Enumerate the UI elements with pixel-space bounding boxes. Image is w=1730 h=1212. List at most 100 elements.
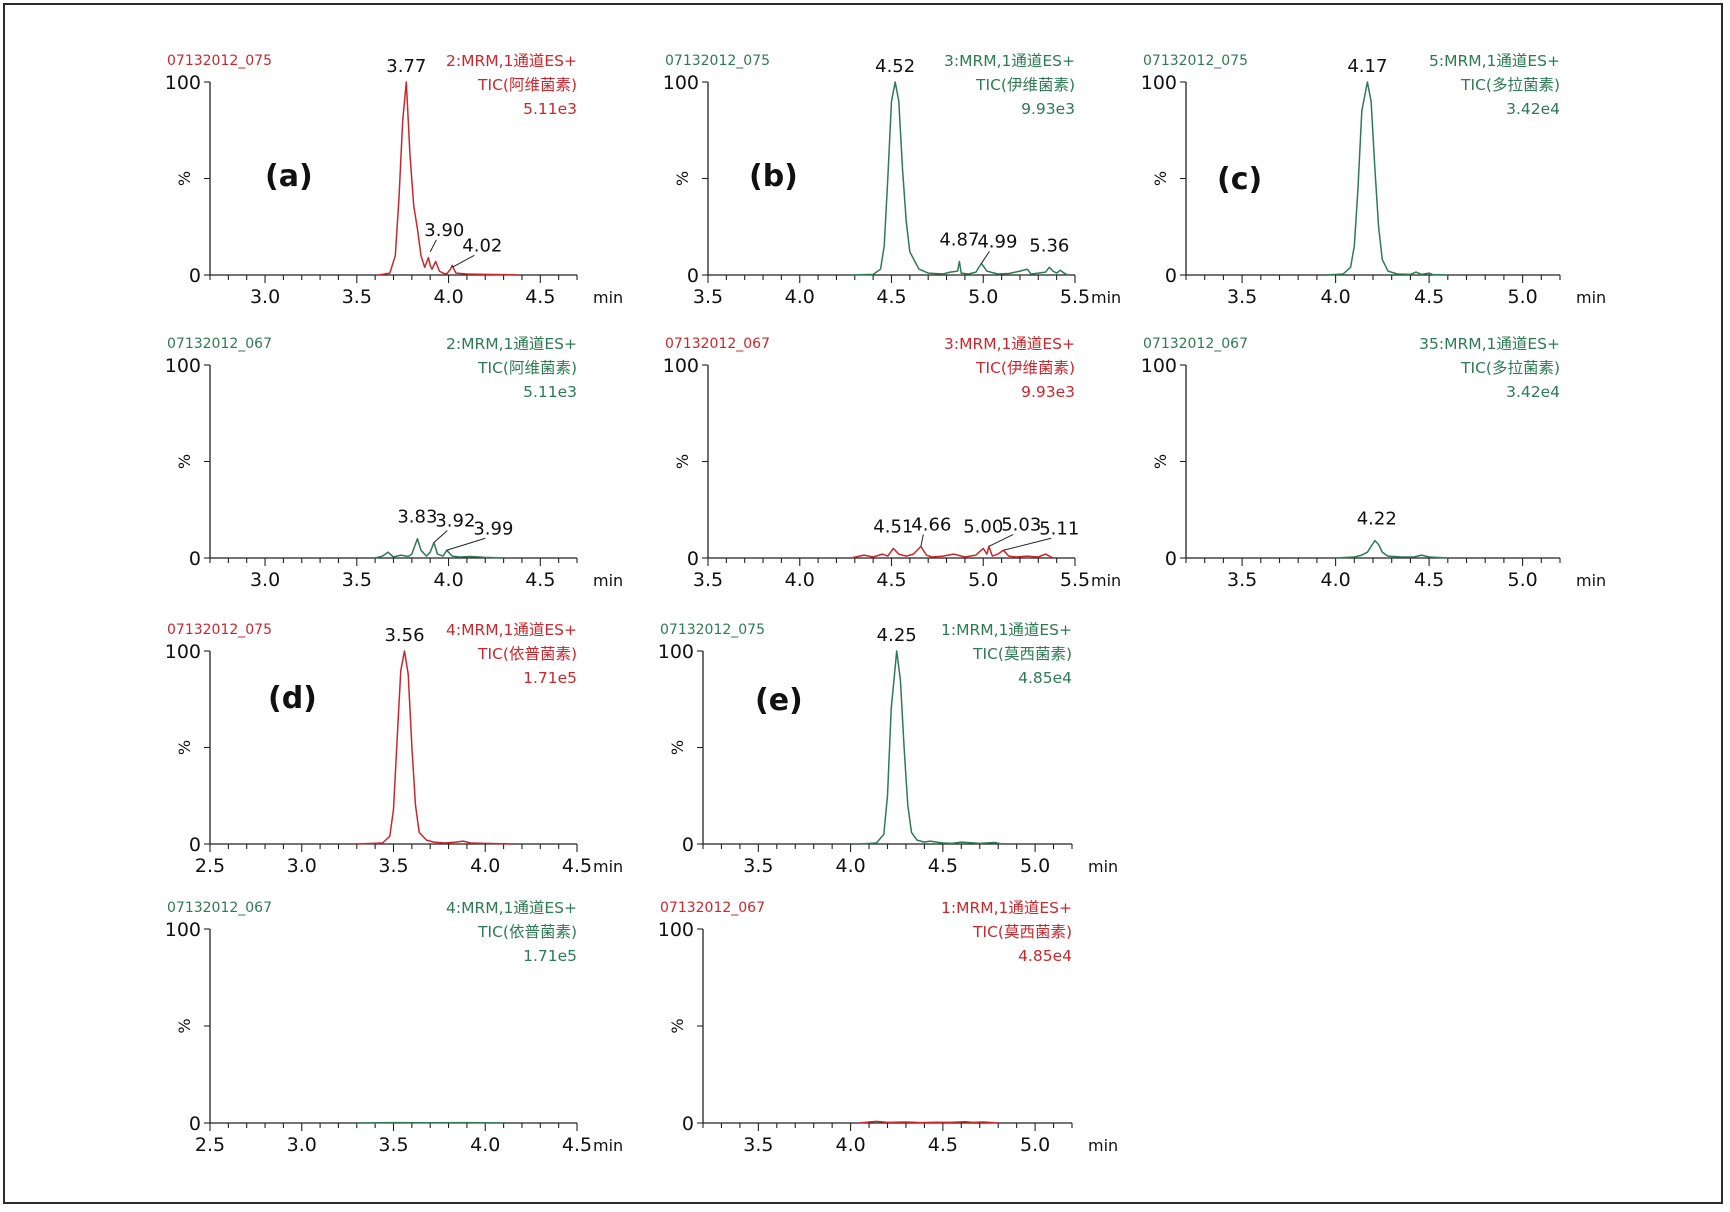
chromatogram-trace <box>850 545 1054 559</box>
compound-label: TIC(多拉菌素) <box>1460 76 1560 94</box>
chart-panel-a-bottom: 0% 100 3.0 3.5 4.0 4.5 min 07132012_067 2:MRM,1通… <box>165 335 623 591</box>
x-tick-label: 4.5 <box>876 569 906 591</box>
x-tick-label: 5.0 <box>1507 286 1537 308</box>
x-tick-label: 3.5 <box>693 286 723 308</box>
y-axis-unit: % <box>175 454 194 469</box>
y-axis-unit: % <box>1151 171 1170 186</box>
compound-label: TIC(莫西菌素) <box>972 923 1072 941</box>
x-tick-label: 2.5 <box>195 1134 225 1156</box>
x-axis-unit: min <box>1088 1136 1118 1155</box>
sample-id-label: 07132012_067 <box>660 900 765 916</box>
y-tick-label: 100 <box>658 919 694 941</box>
y-tick-label: 0 <box>687 548 699 570</box>
x-axis-unit: min <box>593 857 623 876</box>
peak-label: 5.36 <box>1029 235 1069 256</box>
x-tick-label: 5.0 <box>1507 569 1537 591</box>
figure-frame <box>3 3 1723 1204</box>
compound-label: TIC(莫西菌素) <box>972 645 1072 663</box>
intensity-label: 3.42e4 <box>1506 383 1560 401</box>
x-axis-unit: min <box>1091 288 1121 307</box>
compound-label: TIC(依普菌素) <box>477 645 577 663</box>
x-tick-label: 3.5 <box>342 286 372 308</box>
sample-id-label: 07132012_067 <box>1143 336 1248 352</box>
peak-label: 3.99 <box>473 518 513 539</box>
peak-leader-line <box>429 239 437 253</box>
x-tick-label: 3.5 <box>743 855 773 877</box>
compound-label: TIC(依普菌素) <box>477 923 577 941</box>
peak-label: 4.52 <box>875 56 915 77</box>
chromatogram-trace <box>859 650 1003 845</box>
chart-panel-c-bottom: 0% 100 3.5 4.0 4.5 5.0 min 07132012_067 35:MRM,1… <box>1141 335 1606 591</box>
chart-panel-d-bottom: 0% 100 2.5 3.0 3.5 4.0 4.5 min 07132012_067 4:MRM… <box>165 899 623 1156</box>
x-tick-label: 3.5 <box>1227 286 1257 308</box>
x-tick-label: 4.5 <box>1414 286 1444 308</box>
peak-leader-line <box>980 251 990 264</box>
chart-panel-b-bottom: 0% 100 3.5 4.0 4.5 5.0 5.5 min 07132012_067 3:MRM… <box>663 335 1121 591</box>
x-tick-label: 4.0 <box>835 1134 865 1156</box>
intensity-label: 3.42e4 <box>1506 100 1560 118</box>
channel-label: 1:MRM,1通道ES+ <box>941 899 1072 917</box>
chart-panel-b-top: 0% 100 3.5 4.0 4.5 5.0 5.5 min 07132012_075 3:MRM… <box>663 52 1121 308</box>
x-tick-label: 4.0 <box>1320 569 1350 591</box>
x-tick-label: 2.5 <box>195 855 225 877</box>
x-tick-label: 3.5 <box>743 1134 773 1156</box>
panel-letter: (b) <box>749 159 798 194</box>
x-tick-label: 3.5 <box>378 1134 408 1156</box>
x-tick-label: 4.5 <box>1414 569 1444 591</box>
x-axis-unit: min <box>593 288 623 307</box>
x-axis-unit: min <box>1088 857 1118 876</box>
peak-label: 5.00 <box>963 516 1003 537</box>
sample-id-label: 07132012_067 <box>167 336 272 352</box>
y-axis-unit: % <box>673 454 692 469</box>
y-tick-label: 0 <box>189 834 201 856</box>
peak-label: 3.90 <box>424 220 464 241</box>
chromatogram-trace <box>1335 539 1448 559</box>
y-axis-unit: % <box>1151 454 1170 469</box>
intensity-label: 1.71e5 <box>523 947 577 965</box>
x-tick-label: 5.0 <box>968 286 998 308</box>
panel-letter: (c) <box>1217 162 1262 197</box>
chromatogram-trace <box>356 650 513 845</box>
sample-id-label: 07132012_067 <box>167 900 272 916</box>
x-tick-label: 3.0 <box>250 286 280 308</box>
x-tick-label: 5.0 <box>1020 855 1050 877</box>
y-tick-label: 100 <box>658 641 694 663</box>
channel-label: 4:MRM,1通道ES+ <box>446 899 577 917</box>
peak-leader-line <box>433 530 448 543</box>
y-tick-label: 0 <box>1165 548 1177 570</box>
peak-leader-line <box>451 254 475 268</box>
compound-label: TIC(多拉菌素) <box>1460 359 1560 377</box>
x-tick-label: 4.5 <box>928 855 958 877</box>
peak-label: 4.87 <box>939 229 979 250</box>
x-tick-label: 3.5 <box>378 855 408 877</box>
y-axis-unit: % <box>668 1018 687 1033</box>
x-tick-label: 3.5 <box>342 569 372 591</box>
x-tick-label: 4.0 <box>785 286 815 308</box>
intensity-label: 5.11e3 <box>523 383 577 401</box>
chart-panel-e-top: 0% 100 3.5 4.0 4.5 5.0 min 07132012_075 1:MRM,1通… <box>658 621 1118 877</box>
y-tick-label: 100 <box>1141 72 1177 94</box>
x-tick-label: 3.0 <box>287 855 317 877</box>
y-tick-label: 100 <box>663 355 699 377</box>
y-tick-label: 100 <box>165 919 201 941</box>
intensity-label: 9.93e3 <box>1021 383 1075 401</box>
chromatogram-trace <box>1326 81 1448 276</box>
y-tick-label: 100 <box>165 72 201 94</box>
intensity-label: 5.11e3 <box>523 100 577 118</box>
y-tick-label: 100 <box>165 641 201 663</box>
y-tick-label: 100 <box>165 355 201 377</box>
x-tick-label: 5.0 <box>1020 1134 1050 1156</box>
peak-leader-line <box>1003 537 1052 551</box>
peak-leader-line <box>446 537 486 551</box>
x-tick-label: 5.5 <box>1060 569 1090 591</box>
x-tick-label: 3.0 <box>250 569 280 591</box>
chromatogram-trace <box>859 1120 999 1124</box>
channel-label: 3:MRM,1通道ES+ <box>944 335 1075 353</box>
peak-label: 4.99 <box>977 231 1017 252</box>
x-axis-unit: min <box>1576 571 1606 590</box>
y-axis-unit: % <box>175 171 194 186</box>
chromatogram-trace <box>374 537 504 559</box>
channel-label: 35:MRM,1通道ES+ <box>1419 335 1560 353</box>
peak-label: 3.83 <box>397 507 437 528</box>
intensity-label: 4.85e4 <box>1018 669 1072 687</box>
